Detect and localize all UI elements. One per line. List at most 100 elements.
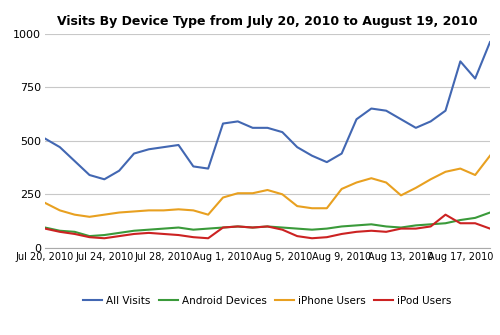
iPod Users xyxy=(42,226,48,230)
iPhone Users xyxy=(264,188,270,192)
iPod Users xyxy=(280,228,285,232)
iPod Users xyxy=(428,224,434,228)
iPod Users xyxy=(487,226,493,230)
All Visits xyxy=(235,119,241,123)
Android Devices xyxy=(280,225,285,229)
Android Devices xyxy=(42,225,48,229)
iPhone Users xyxy=(190,208,196,212)
iPod Users xyxy=(294,234,300,238)
Android Devices xyxy=(146,228,152,232)
iPod Users xyxy=(72,232,78,236)
iPod Users xyxy=(324,235,330,239)
iPhone Users xyxy=(131,209,137,213)
Legend: All Visits, Android Devices, iPhone Users, iPod Users: All Visits, Android Devices, iPhone User… xyxy=(80,292,456,310)
iPod Users xyxy=(160,232,166,236)
Android Devices xyxy=(309,228,315,232)
Android Devices xyxy=(368,222,374,226)
Android Devices xyxy=(487,210,493,214)
All Visits xyxy=(131,151,137,155)
All Visits xyxy=(116,169,122,173)
iPod Users xyxy=(205,236,211,240)
iPhone Users xyxy=(116,210,122,214)
All Visits xyxy=(57,145,63,149)
Line: All Visits: All Visits xyxy=(45,42,490,179)
iPhone Users xyxy=(368,176,374,180)
Android Devices xyxy=(102,233,107,237)
All Visits xyxy=(280,130,285,134)
All Visits xyxy=(324,160,330,164)
Android Devices xyxy=(472,216,478,220)
iPod Users xyxy=(235,224,241,228)
iPhone Users xyxy=(354,181,360,185)
Line: Android Devices: Android Devices xyxy=(45,212,490,236)
iPhone Users xyxy=(86,215,92,219)
iPhone Users xyxy=(458,166,464,171)
Android Devices xyxy=(354,223,360,227)
All Visits xyxy=(383,109,389,113)
iPod Users xyxy=(338,232,344,236)
iPod Users xyxy=(264,224,270,228)
All Visits xyxy=(264,126,270,130)
iPhone Users xyxy=(487,154,493,158)
All Visits xyxy=(354,117,360,121)
All Visits xyxy=(338,151,344,155)
iPhone Users xyxy=(398,193,404,197)
Android Devices xyxy=(235,224,241,228)
iPhone Users xyxy=(338,187,344,191)
Android Devices xyxy=(442,221,448,225)
iPhone Users xyxy=(324,206,330,210)
All Visits xyxy=(160,145,166,149)
All Visits xyxy=(472,76,478,80)
All Visits xyxy=(442,109,448,113)
Android Devices xyxy=(428,222,434,226)
Android Devices xyxy=(413,223,419,227)
iPod Users xyxy=(116,234,122,238)
All Visits xyxy=(86,173,92,177)
iPod Users xyxy=(57,230,63,234)
All Visits xyxy=(42,137,48,141)
iPhone Users xyxy=(205,213,211,217)
All Visits xyxy=(250,126,256,130)
iPhone Users xyxy=(428,177,434,181)
iPhone Users xyxy=(383,181,389,185)
iPod Users xyxy=(309,236,315,240)
iPod Users xyxy=(368,229,374,233)
Android Devices xyxy=(86,234,92,238)
iPod Users xyxy=(250,225,256,229)
iPhone Users xyxy=(472,173,478,177)
Android Devices xyxy=(205,226,211,230)
iPod Users xyxy=(354,230,360,234)
iPod Users xyxy=(383,230,389,234)
iPod Users xyxy=(86,235,92,239)
All Visits xyxy=(398,117,404,121)
Android Devices xyxy=(458,218,464,222)
All Visits xyxy=(146,147,152,151)
iPod Users xyxy=(190,235,196,239)
iPhone Users xyxy=(309,206,315,210)
iPhone Users xyxy=(176,207,182,211)
All Visits xyxy=(102,177,107,181)
All Visits xyxy=(205,166,211,171)
All Visits xyxy=(220,122,226,126)
iPod Users xyxy=(413,226,419,230)
Android Devices xyxy=(383,224,389,228)
iPod Users xyxy=(102,236,107,240)
Android Devices xyxy=(324,226,330,230)
All Visits xyxy=(428,119,434,123)
Android Devices xyxy=(131,229,137,233)
iPhone Users xyxy=(220,196,226,200)
Android Devices xyxy=(264,224,270,228)
iPod Users xyxy=(398,226,404,230)
Android Devices xyxy=(294,226,300,230)
iPhone Users xyxy=(102,213,107,217)
iPhone Users xyxy=(294,204,300,208)
Android Devices xyxy=(176,225,182,229)
Title: Visits By Device Type from July 20, 2010 to August 19, 2010: Visits By Device Type from July 20, 2010… xyxy=(57,15,478,28)
iPod Users xyxy=(146,231,152,235)
iPod Users xyxy=(442,213,448,217)
iPhone Users xyxy=(442,170,448,174)
iPod Users xyxy=(458,221,464,225)
iPhone Users xyxy=(57,208,63,212)
iPhone Users xyxy=(146,208,152,212)
Android Devices xyxy=(398,225,404,229)
